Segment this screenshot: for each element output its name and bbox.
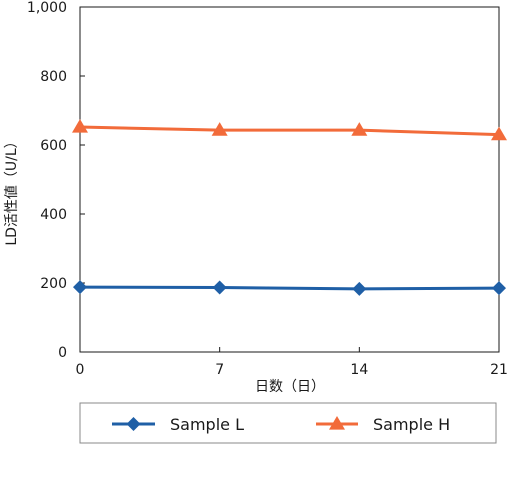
x-tick-label: 21 — [490, 362, 508, 378]
series-line-sample-h — [79, 125, 500, 137]
data-point-sample-l — [73, 280, 87, 295]
y-axis: 0 200 400 600 800 1,000 — [27, 0, 85, 361]
legend-label-sample-l: Sample L — [170, 415, 244, 434]
legend: Sample L Sample H — [112, 415, 450, 434]
legend-label-sample-h: Sample H — [373, 415, 450, 434]
legend-marker-sample-l — [126, 417, 141, 431]
plot-frame — [79, 6, 500, 353]
x-tick-label: 14 — [350, 362, 368, 378]
data-point-sample-l — [212, 280, 227, 295]
series-sample-l — [73, 280, 506, 296]
series-layer — [72, 119, 507, 296]
y-axis-title: LD活性値（U/L） — [4, 134, 20, 245]
y-tick-label: 600 — [40, 138, 67, 154]
series-sample-h — [72, 119, 507, 141]
legend-item-sample-l: Sample L — [112, 415, 244, 434]
legend-box — [79, 402, 497, 444]
legend-item-sample-h: Sample H — [316, 415, 450, 434]
data-point-sample-h — [351, 122, 368, 136]
series-line-sample-l — [79, 285, 500, 291]
data-point-sample-h — [491, 126, 507, 141]
legend-marker-sample-h — [329, 416, 345, 430]
y-tick-label: 800 — [40, 69, 67, 85]
y-tick-label: 200 — [40, 276, 67, 292]
data-point-sample-l — [492, 281, 506, 296]
y-tick-label: 400 — [40, 207, 67, 223]
y-tick-label: 0 — [58, 345, 67, 361]
data-point-sample-l — [352, 281, 367, 296]
y-tick-label: 1,000 — [27, 0, 67, 16]
data-point-sample-h — [72, 119, 88, 133]
data-point-sample-h — [211, 122, 228, 136]
x-tick-label: 7 — [215, 362, 224, 378]
x-tick-label: 0 — [76, 362, 85, 378]
x-axis: 0 7 14 21 — [76, 347, 508, 378]
x-axis-title: 日数（日） — [255, 379, 325, 395]
